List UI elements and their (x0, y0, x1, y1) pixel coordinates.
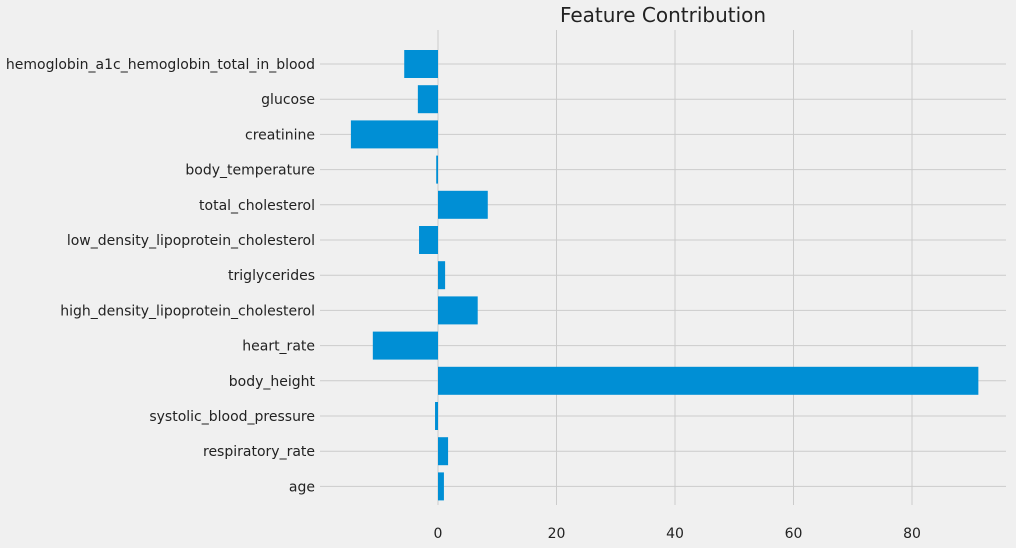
y-tick-label: glucose (261, 92, 315, 108)
bar-systolic-blood-pressure (435, 402, 438, 430)
x-tick-label: 40 (666, 526, 684, 542)
y-tick-label: age (289, 479, 315, 495)
y-tick-label: body_temperature (185, 163, 315, 179)
bars (350, 50, 979, 501)
chart-title: Feature Contribution (560, 3, 766, 27)
x-tick-label: 20 (548, 526, 566, 542)
bar-body-height (438, 366, 979, 395)
bar-high-density-lipoprotein-cholesterol (438, 296, 478, 325)
y-tick-labels: hemoglobin_a1c_hemoglobin_total_in_blood… (6, 57, 316, 495)
y-tick-label: total_cholesterol (199, 198, 315, 214)
x-tick-labels: 0 20 40 60 80 (434, 526, 921, 542)
y-tick-label: creatinine (245, 127, 315, 143)
bar-heart-rate (372, 331, 438, 360)
bar-creatinine (350, 120, 438, 149)
bar-hemoglobin-a1c-hemoglobin-total-in-blood (404, 50, 438, 78)
bar-body-temperature (436, 155, 438, 184)
y-tick-label: respiratory_rate (203, 444, 315, 460)
bar-low-density-lipoprotein-cholesterol (419, 226, 438, 254)
bar-respiratory-rate (438, 437, 449, 466)
y-tick-label: hemoglobin_a1c_hemoglobin_total_in_blood (6, 57, 315, 73)
x-tick-label: 0 (434, 526, 443, 542)
y-tick-label: heart_rate (242, 339, 315, 355)
x-tick-label: 60 (785, 526, 803, 542)
y-tick-label: body_height (229, 374, 316, 390)
bar-total-cholesterol (438, 190, 488, 219)
y-tick-label: triglycerides (228, 268, 315, 284)
bar-age (438, 472, 444, 501)
bar-glucose (417, 85, 438, 114)
y-tick-label: low_density_lipoprotein_cholesterol (67, 233, 315, 249)
y-tick-label: high_density_lipoprotein_cholesterol (60, 303, 315, 319)
y-tick-label: systolic_blood_pressure (149, 409, 315, 425)
x-tick-label: 80 (903, 526, 921, 542)
bar-triglycerides (438, 261, 446, 290)
